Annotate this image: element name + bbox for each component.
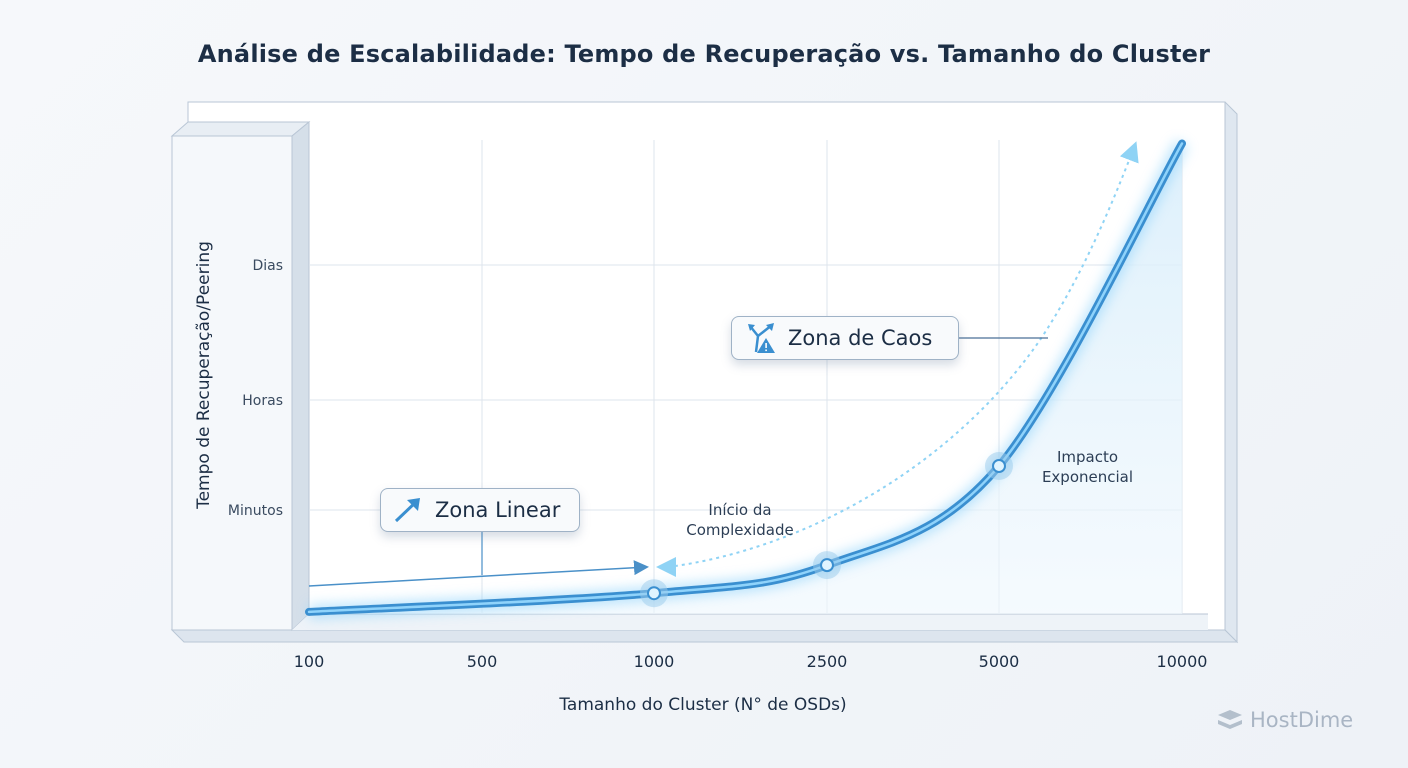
- complexity-trend-arrow: [667, 141, 1139, 568]
- x-tick-label: 100: [294, 652, 325, 671]
- data-point: [820, 558, 834, 573]
- data-point: [647, 586, 661, 601]
- y-tick-label: Minutos: [228, 503, 283, 519]
- data-point: [992, 459, 1006, 473]
- curve-area-fill: [309, 143, 1182, 614]
- hostdime-logo: HostDime: [1216, 708, 1353, 732]
- x-tick-label: 5000: [979, 652, 1020, 671]
- chart-title: Análise de Escalabilidade: Tempo de Recu…: [197, 40, 1211, 68]
- x-tick-label: 2500: [807, 652, 848, 671]
- x-axis-label: Tamanho do Cluster (N° de OSDs): [559, 695, 847, 715]
- y-axis-label: Tempo de Recuperação/Peering: [194, 241, 214, 509]
- x-tick-label: 1000: [634, 652, 675, 671]
- hostdime-logo-icon: [1218, 710, 1242, 729]
- x-tick-label: 10000: [1157, 652, 1208, 671]
- trend-up-arrow-icon: [394, 498, 420, 523]
- linear-zone-arrow: [308, 560, 649, 587]
- inicio-line-2: Complexidade: [686, 521, 794, 539]
- impacto-exponencial-label: Impacto Exponencial: [1020, 447, 1155, 487]
- impacto-line-2: Exponencial: [1041, 468, 1134, 486]
- y-tick-label: Horas: [242, 393, 283, 409]
- y-tick-label: Dias: [252, 258, 283, 274]
- zona-caos-callout: Zona de Caos: [731, 316, 959, 360]
- x-tick-label: 500: [467, 652, 498, 671]
- zona-linear-label: Zona Linear: [435, 498, 561, 522]
- zona-linear-callout: Zona Linear: [380, 488, 580, 532]
- inicio-complexidade-label: Início da Complexidade: [660, 500, 820, 540]
- brand-name: HostDime: [1250, 708, 1354, 732]
- inicio-line-1: Início da: [708, 501, 772, 519]
- impacto-line-1: Impacto: [1056, 448, 1119, 466]
- chaos-warning-icon: [748, 323, 775, 353]
- zona-caos-label: Zona de Caos: [788, 326, 933, 350]
